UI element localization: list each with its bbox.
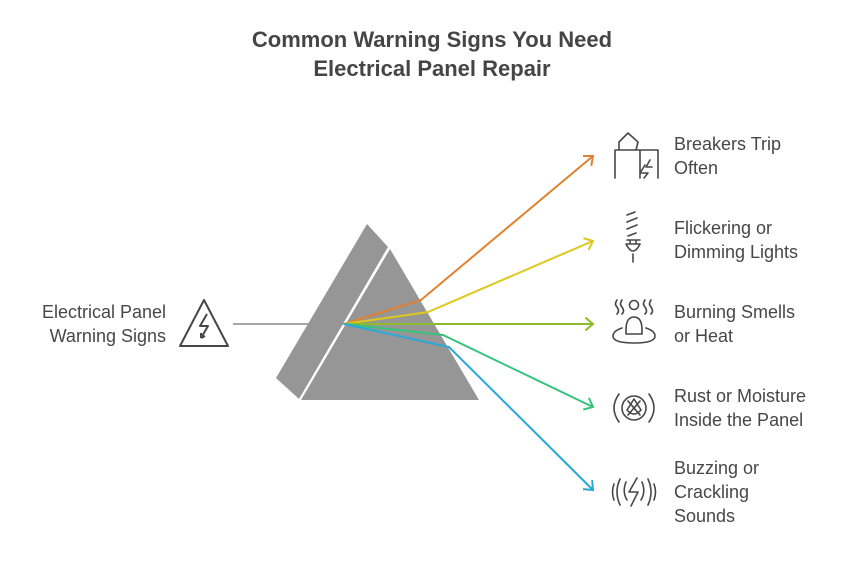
output-label: Buzzing or Crackling Sounds [674, 456, 759, 528]
output-label-line: or Heat [674, 326, 734, 346]
output-label: Breakers Trip Often [674, 132, 781, 180]
output-label-line: Sounds [674, 506, 736, 526]
source-label-line-1: Electrical Panel [41, 302, 166, 322]
output-label-line: Dimming Lights [674, 242, 799, 262]
output-ray [343, 323, 594, 491]
title-line-1: Common Warning Signs You Need [251, 27, 613, 52]
source-label: Electrical Panel Warning Signs [42, 300, 166, 348]
output-label-line: Breakers Trip [674, 134, 782, 154]
arrowhead [583, 397, 595, 411]
arrowhead [582, 154, 595, 167]
light-bulb-icon [625, 211, 641, 263]
rust-moisture-icon [613, 393, 655, 423]
output-label-line: Crackling [674, 482, 750, 502]
output-label-line: Rust or Moisture [674, 386, 807, 406]
prism-back [276, 224, 388, 399]
output-label: Flickering or Dimming Lights [674, 216, 798, 264]
arrowhead [584, 316, 595, 332]
output-label-line: Buzzing or [674, 458, 760, 478]
arrowhead [582, 479, 595, 492]
buzzing-lightning-icon [611, 477, 657, 507]
output-label-line: Flickering or [674, 218, 773, 238]
warning-triangle-lightning-icon [179, 299, 229, 347]
output-ray [343, 240, 594, 325]
house-broken-lightning-icon [614, 132, 659, 179]
output-label-line: Inside the Panel [674, 410, 804, 430]
title-line-2: Electrical Panel Repair [313, 56, 551, 81]
output-ray [343, 323, 594, 408]
arrowhead [583, 237, 595, 251]
source-label-line-2: Warning Signs [49, 326, 166, 346]
output-label: Rust or Moisture Inside the Panel [674, 384, 806, 432]
person-heat-icon [612, 299, 656, 344]
output-ray [343, 155, 594, 325]
output-label: Burning Smells or Heat [674, 300, 795, 348]
output-label-line: Often [674, 158, 719, 178]
output-label-line: Burning Smells [674, 302, 796, 322]
